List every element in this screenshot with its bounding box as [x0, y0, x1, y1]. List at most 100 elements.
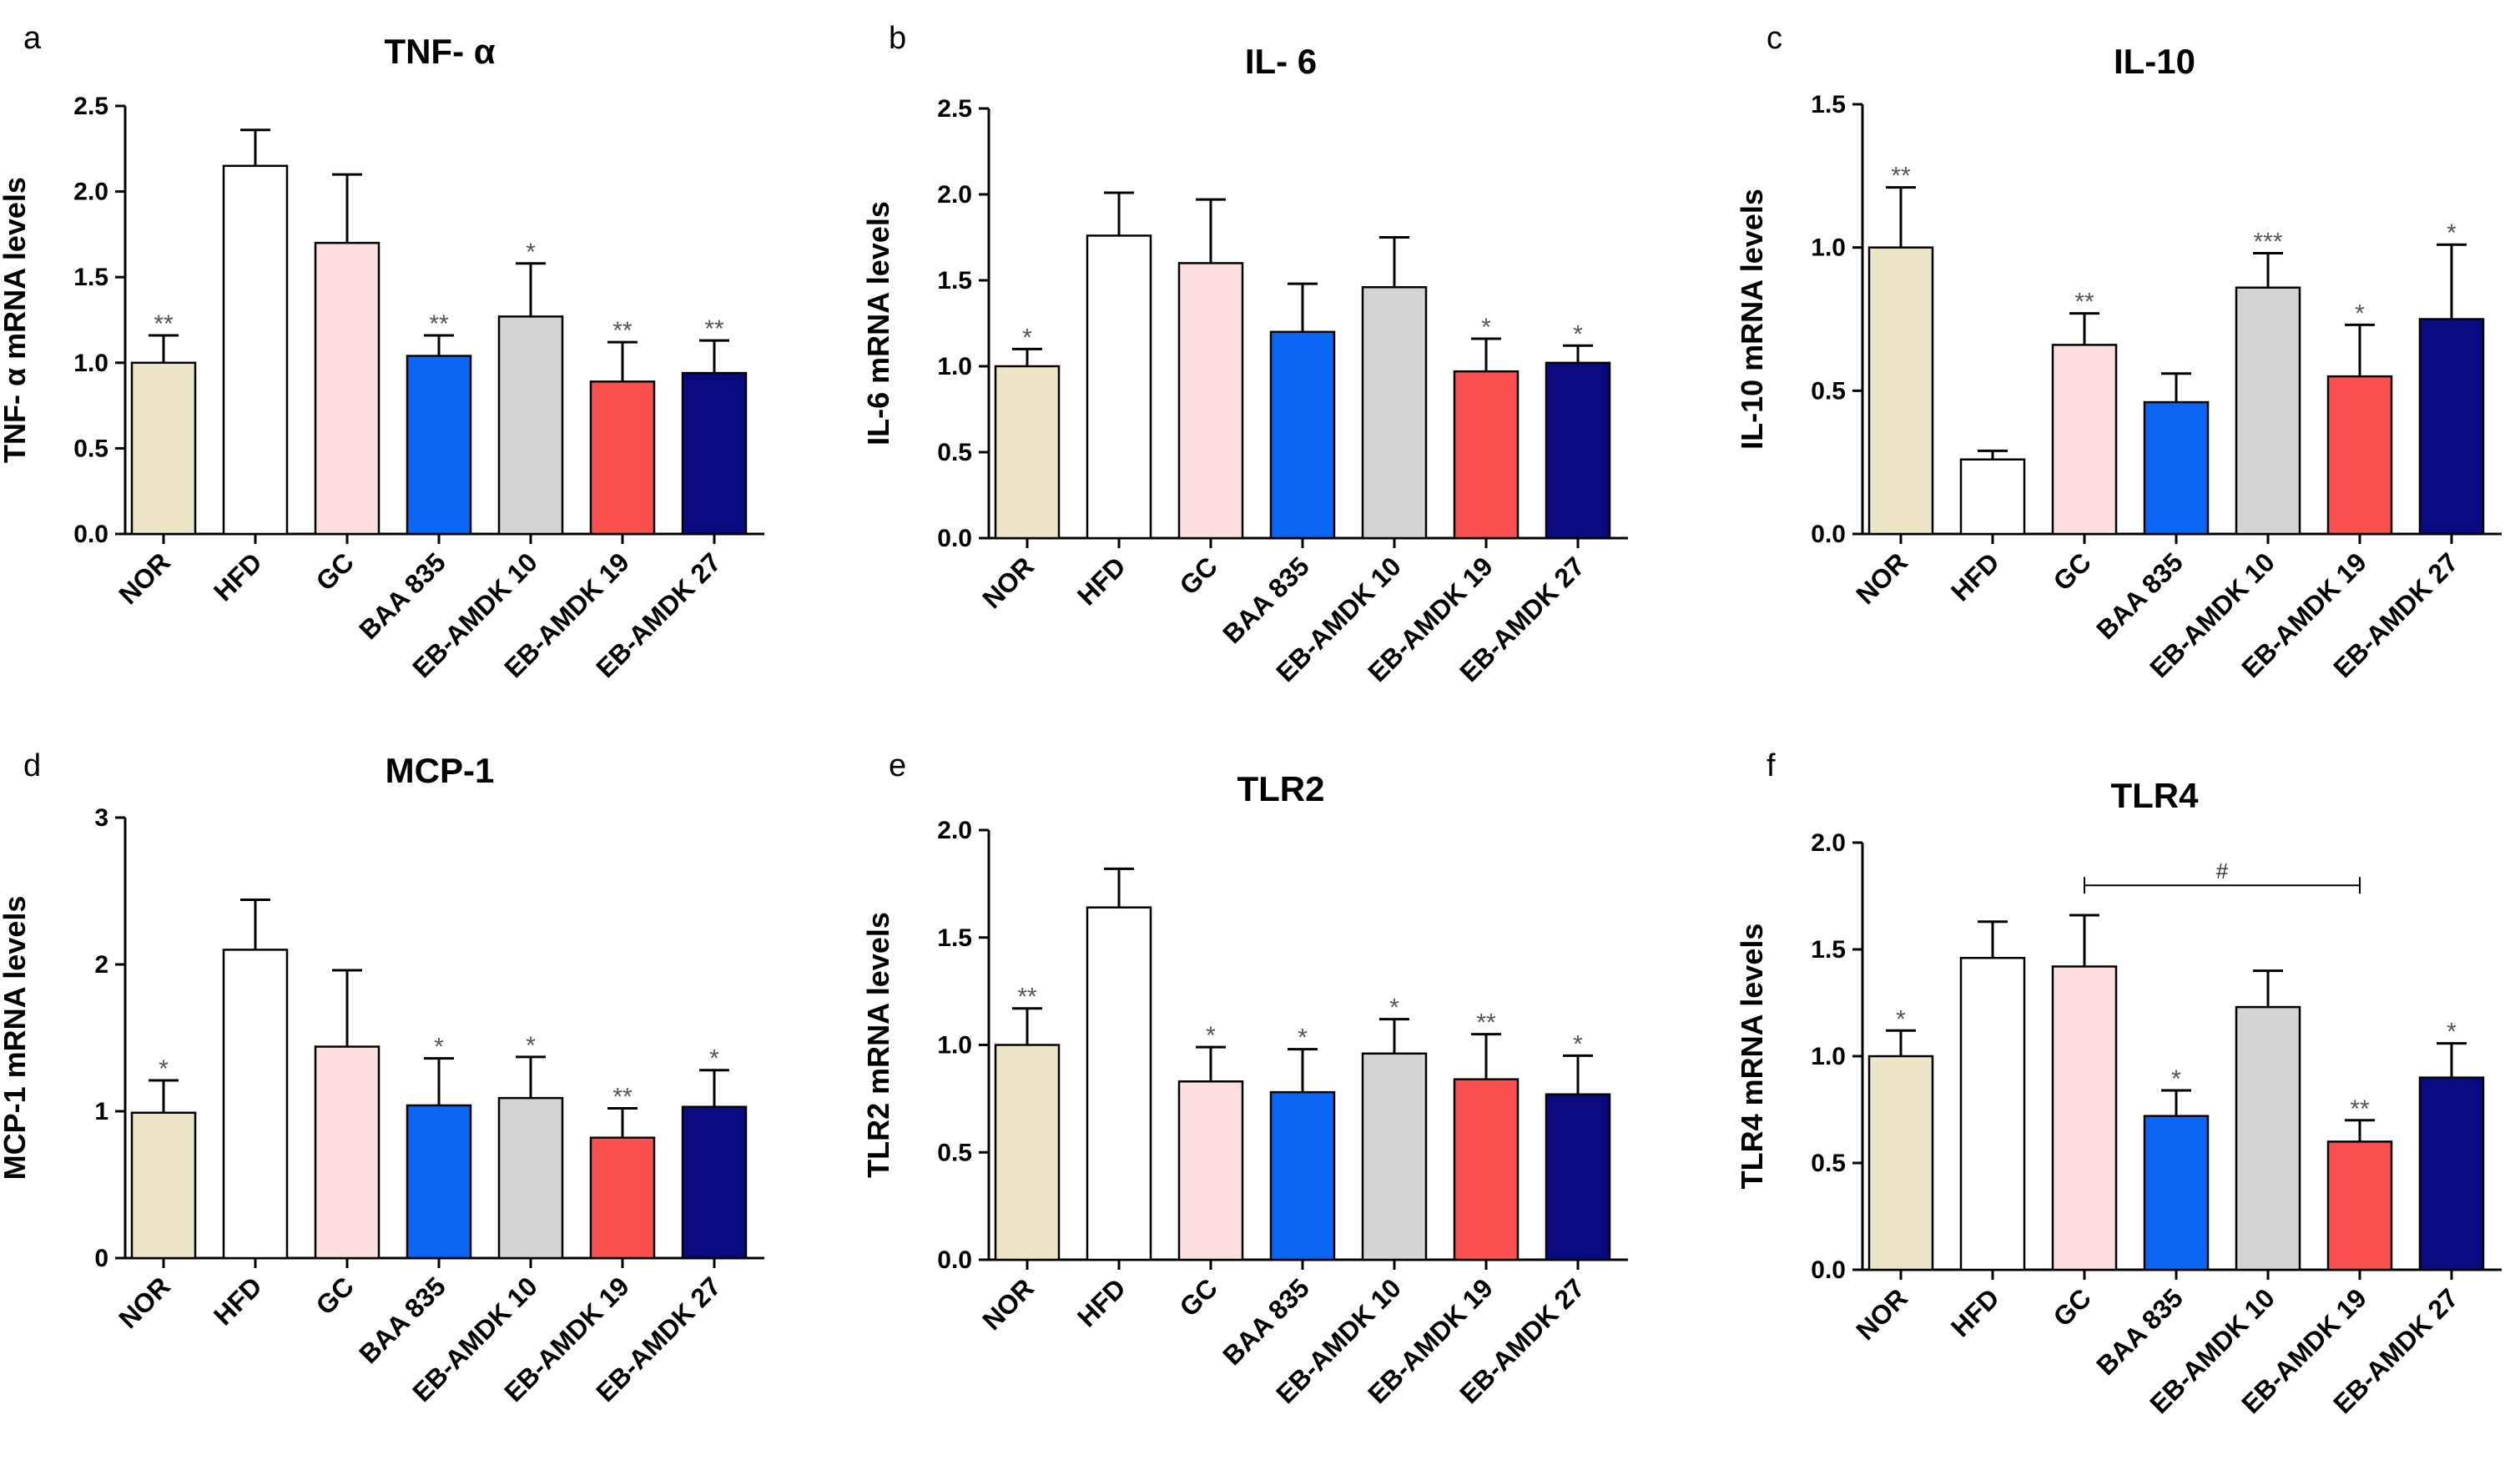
- y-tick-label: 0.0: [937, 525, 972, 552]
- panel-letter: f: [1767, 748, 1776, 783]
- bar-eb-amdk-19: [589, 380, 656, 536]
- x-category-label: BAA 835: [353, 546, 451, 645]
- significance-marker: **: [612, 1083, 633, 1110]
- bar-gc: [314, 1045, 381, 1260]
- significance-marker: **: [2074, 289, 2094, 316]
- y-tick-label: 1: [94, 1098, 108, 1125]
- y-tick-label: 1.0: [1811, 234, 1846, 262]
- significance-marker: **: [1476, 1009, 1496, 1037]
- y-tick-label: 2.5: [937, 95, 972, 123]
- significance-marker: *: [1206, 1022, 1216, 1050]
- x-category-label: HFD: [208, 1271, 268, 1331]
- significance-marker: *: [2447, 1019, 2457, 1046]
- y-tick-label: 0.0: [937, 1246, 972, 1274]
- x-category-label: HFD: [1945, 1282, 2005, 1342]
- y-tick-label: 2.0: [1811, 829, 1846, 857]
- bar-eb-amdk-27: [681, 371, 748, 536]
- y-tick-label: 1.5: [73, 264, 108, 291]
- bar-eb-amdk-27: [1545, 1093, 1611, 1261]
- bar-eb-amdk-19: [2326, 375, 2393, 536]
- bar-gc: [314, 241, 381, 536]
- y-tick-label: 1.0: [937, 353, 972, 380]
- y-tick-label: 1.5: [937, 924, 972, 952]
- panel-letter: b: [889, 21, 906, 56]
- chart-panel-a: a TNF- α TNF- α mRNA levels 0.0 0.5 1.0 1.5 2.0…: [0, 21, 764, 683]
- significance-marker: ***: [2253, 229, 2282, 256]
- bar-gc: [1177, 1080, 1244, 1261]
- x-category-label: NOR: [1850, 1282, 1913, 1346]
- significance-marker: **: [1891, 163, 1911, 190]
- significance-marker: **: [2350, 1095, 2370, 1123]
- bar-gc: [1177, 262, 1244, 540]
- bar-eb-amdk-27: [1545, 361, 1611, 540]
- panel-letter: e: [889, 748, 906, 783]
- bar-baa-835: [1269, 1090, 1336, 1261]
- y-tick-label: 1.5: [1811, 936, 1846, 964]
- panel-title: IL- 6: [1245, 42, 1317, 81]
- x-category-label: BAA 835: [353, 1271, 451, 1369]
- x-category-label: HFD: [208, 546, 268, 607]
- bar-baa-835: [2143, 1115, 2210, 1271]
- y-tick-label: 0.0: [1811, 1256, 1846, 1284]
- y-tick-label: 2.0: [73, 179, 108, 206]
- panel-title: TLR4: [2111, 776, 2200, 815]
- bar-hfd: [1959, 956, 2026, 1271]
- bar-eb-amdk-19: [2326, 1140, 2393, 1271]
- panel-title: MCP-1: [386, 751, 495, 790]
- panel-title: TNF- α: [384, 32, 495, 71]
- y-tick-label: 0.5: [937, 1139, 972, 1166]
- significance-marker: *: [434, 1034, 444, 1061]
- chart-panel-b: b IL- 6 IL-6 mRNA levels 0.0 0.5 1.0 1.5 2.0 2.5…: [861, 21, 1628, 687]
- bar-eb-amdk-27: [681, 1105, 748, 1260]
- significance-marker: *: [1389, 994, 1399, 1022]
- y-axis-title: MCP-1 mRNA levels: [0, 896, 32, 1180]
- y-tick-label: 0.5: [1811, 377, 1846, 405]
- x-category-label: BAA 835: [1217, 1272, 1315, 1371]
- y-tick-label: 2.0: [937, 817, 972, 844]
- bar-eb-amdk-19: [1453, 370, 1520, 540]
- x-category-label: GC: [310, 546, 360, 596]
- significance-marker: *: [526, 239, 536, 266]
- y-tick-label: 2: [94, 951, 108, 979]
- chart-panel-d: d MCP-1 MCP-1 mRNA levels 0 1 2 3 * NOR HFD GC * BAA…: [0, 748, 764, 1407]
- x-category-label: GC: [2048, 1282, 2097, 1331]
- bar-nor: [1867, 1055, 1934, 1271]
- bar-eb-amdk-10: [1361, 1052, 1428, 1261]
- x-category-label: HFD: [1945, 546, 2005, 607]
- significance-marker: *: [2447, 219, 2457, 247]
- bar-baa-835: [1269, 330, 1336, 540]
- bar-hfd: [1959, 458, 2026, 536]
- bar-baa-835: [406, 355, 472, 536]
- bar-eb-amdk-19: [1453, 1078, 1520, 1261]
- significance-marker: *: [1573, 1030, 1583, 1058]
- bar-eb-amdk-27: [2418, 1076, 2485, 1271]
- y-tick-label: 1.5: [1811, 91, 1846, 118]
- bar-baa-835: [406, 1104, 472, 1260]
- significance-marker: *: [1298, 1024, 1308, 1052]
- x-category-label: GC: [1174, 1272, 1223, 1321]
- significance-marker: *: [1481, 314, 1491, 341]
- x-category-label: BAA 835: [1217, 551, 1315, 649]
- y-tick-label: 1.0: [73, 350, 108, 377]
- x-category-label: NOR: [1850, 546, 1913, 610]
- y-tick-label: 1.0: [937, 1032, 972, 1060]
- y-axis-title: TNF- α mRNA levels: [0, 177, 32, 463]
- x-category-label: GC: [310, 1271, 360, 1320]
- bar-nor: [994, 365, 1061, 540]
- chart-panel-f: f TLR4 TLR4 mRNA levels 0.0 0.5 1.0 1.5 2.0 * NOR…: [1735, 748, 2502, 1419]
- significance-marker: *: [1896, 1005, 1906, 1033]
- bar-nor: [130, 1111, 197, 1260]
- panel-letter: a: [23, 21, 42, 56]
- y-tick-label: 0: [94, 1245, 108, 1272]
- bar-eb-amdk-10: [497, 315, 564, 536]
- significance-marker: *: [1022, 324, 1032, 351]
- y-axis-title: IL-6 mRNA levels: [861, 201, 895, 446]
- y-tick-label: 0.0: [73, 521, 108, 548]
- bar-hfd: [222, 164, 289, 536]
- panel-title: TLR2: [1237, 769, 1325, 808]
- y-axis-title: TLR2 mRNA levels: [861, 912, 895, 1178]
- comparison-marker: #: [2216, 858, 2229, 883]
